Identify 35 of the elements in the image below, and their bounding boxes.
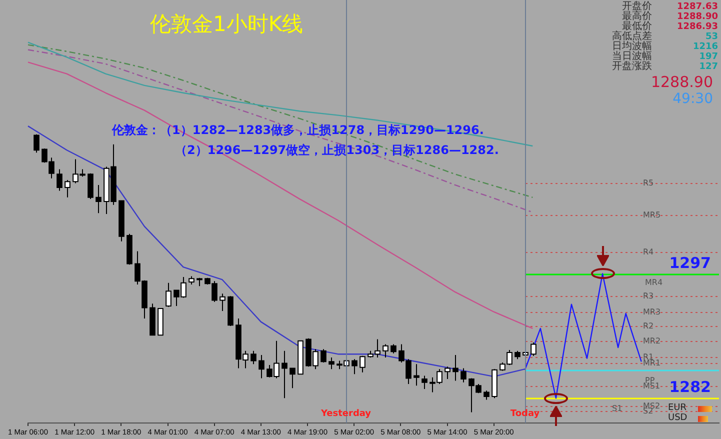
- annotation: 49:30: [672, 91, 713, 107]
- annotation: 1288.90: [650, 73, 713, 91]
- ref-line-label: MR2: [643, 336, 661, 346]
- ref-line-label: R2: [643, 322, 654, 331]
- annotation: 最低价: [622, 21, 652, 32]
- annotation: 当日波幅: [612, 51, 652, 62]
- annotation: 日均波幅: [612, 41, 652, 52]
- ref-line-label: 1282: [669, 378, 711, 396]
- annotation: 最高价: [622, 11, 652, 22]
- annotation: 高低点差: [612, 31, 652, 42]
- annotation: 197: [699, 52, 718, 62]
- annotation: Yesterday: [320, 409, 372, 419]
- annotation: Today: [510, 409, 540, 419]
- annotation: 53: [705, 32, 718, 42]
- annotation: 开盘涨跌: [612, 61, 652, 72]
- ref-line-label: S2: [643, 406, 654, 416]
- annotation: S1: [612, 404, 622, 413]
- ref-line-label: R3: [643, 292, 654, 301]
- annotation: 1288.90: [677, 12, 718, 22]
- ref-line-label: MR3: [643, 308, 661, 317]
- ref-line-label: R4: [643, 248, 654, 257]
- annotation: 开盘价: [622, 1, 652, 12]
- ref-line-label: R5: [643, 178, 654, 188]
- ref-line-label: MS1: [643, 382, 660, 391]
- annotation: 1287.63: [677, 2, 718, 12]
- text: 伦敦金1小时K线: [150, 11, 304, 38]
- annotation: EUR: [668, 403, 687, 413]
- ref-line-label: MR1: [643, 358, 661, 368]
- annotation: 1216: [692, 42, 718, 52]
- annotation: 1286.93: [677, 22, 718, 32]
- annotation: 127: [699, 62, 718, 72]
- annotation: MR4: [645, 278, 663, 287]
- annotation: USD: [668, 413, 688, 423]
- ref-line-label: MR5: [643, 210, 661, 220]
- ref-line-label: 1297: [669, 254, 711, 272]
